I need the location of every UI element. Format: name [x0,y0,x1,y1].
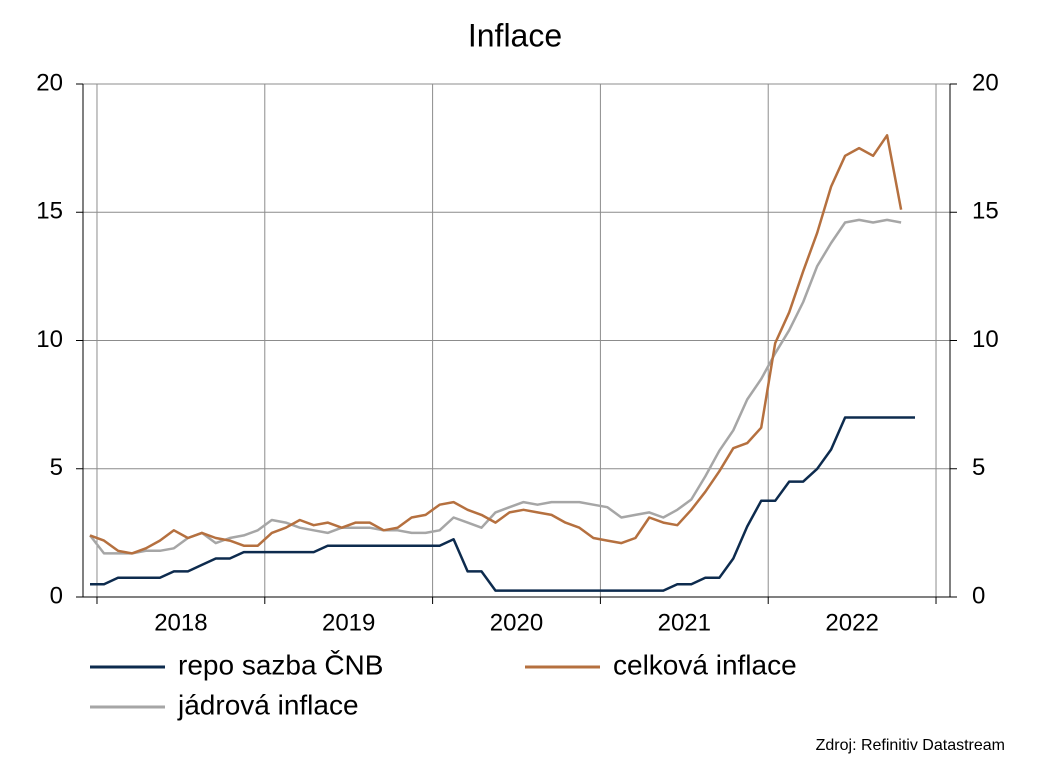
y2-tick-label: 15 [972,198,999,225]
chart-title: Inflace [468,17,562,53]
y-tick-label: 20 [36,69,63,96]
y-tick-label: 10 [36,326,63,353]
x-tick-label: 2020 [490,609,543,636]
y-tick-label: 0 [50,582,63,609]
x-tick-label: 2019 [322,609,375,636]
y2-tick-label: 5 [972,454,985,481]
legend-label: repo sazba ČNB [178,649,383,680]
legend-label: celková inflace [613,649,797,680]
x-tick-label: 2022 [825,609,878,636]
y-tick-label: 5 [50,454,63,481]
series-line [89,134,903,555]
series-line [89,218,902,555]
y2-tick-label: 0 [972,582,985,609]
y2-tick-label: 20 [972,69,999,96]
series-line [90,416,915,592]
y-tick-label: 15 [36,198,63,225]
x-tick-label: 2018 [154,609,207,636]
source-note: Zdroj: Refinitiv Datastream [816,737,1005,754]
x-tick-label: 2021 [658,609,711,636]
legend-label: jádrová inflace [177,689,359,720]
y2-tick-label: 10 [972,326,999,353]
